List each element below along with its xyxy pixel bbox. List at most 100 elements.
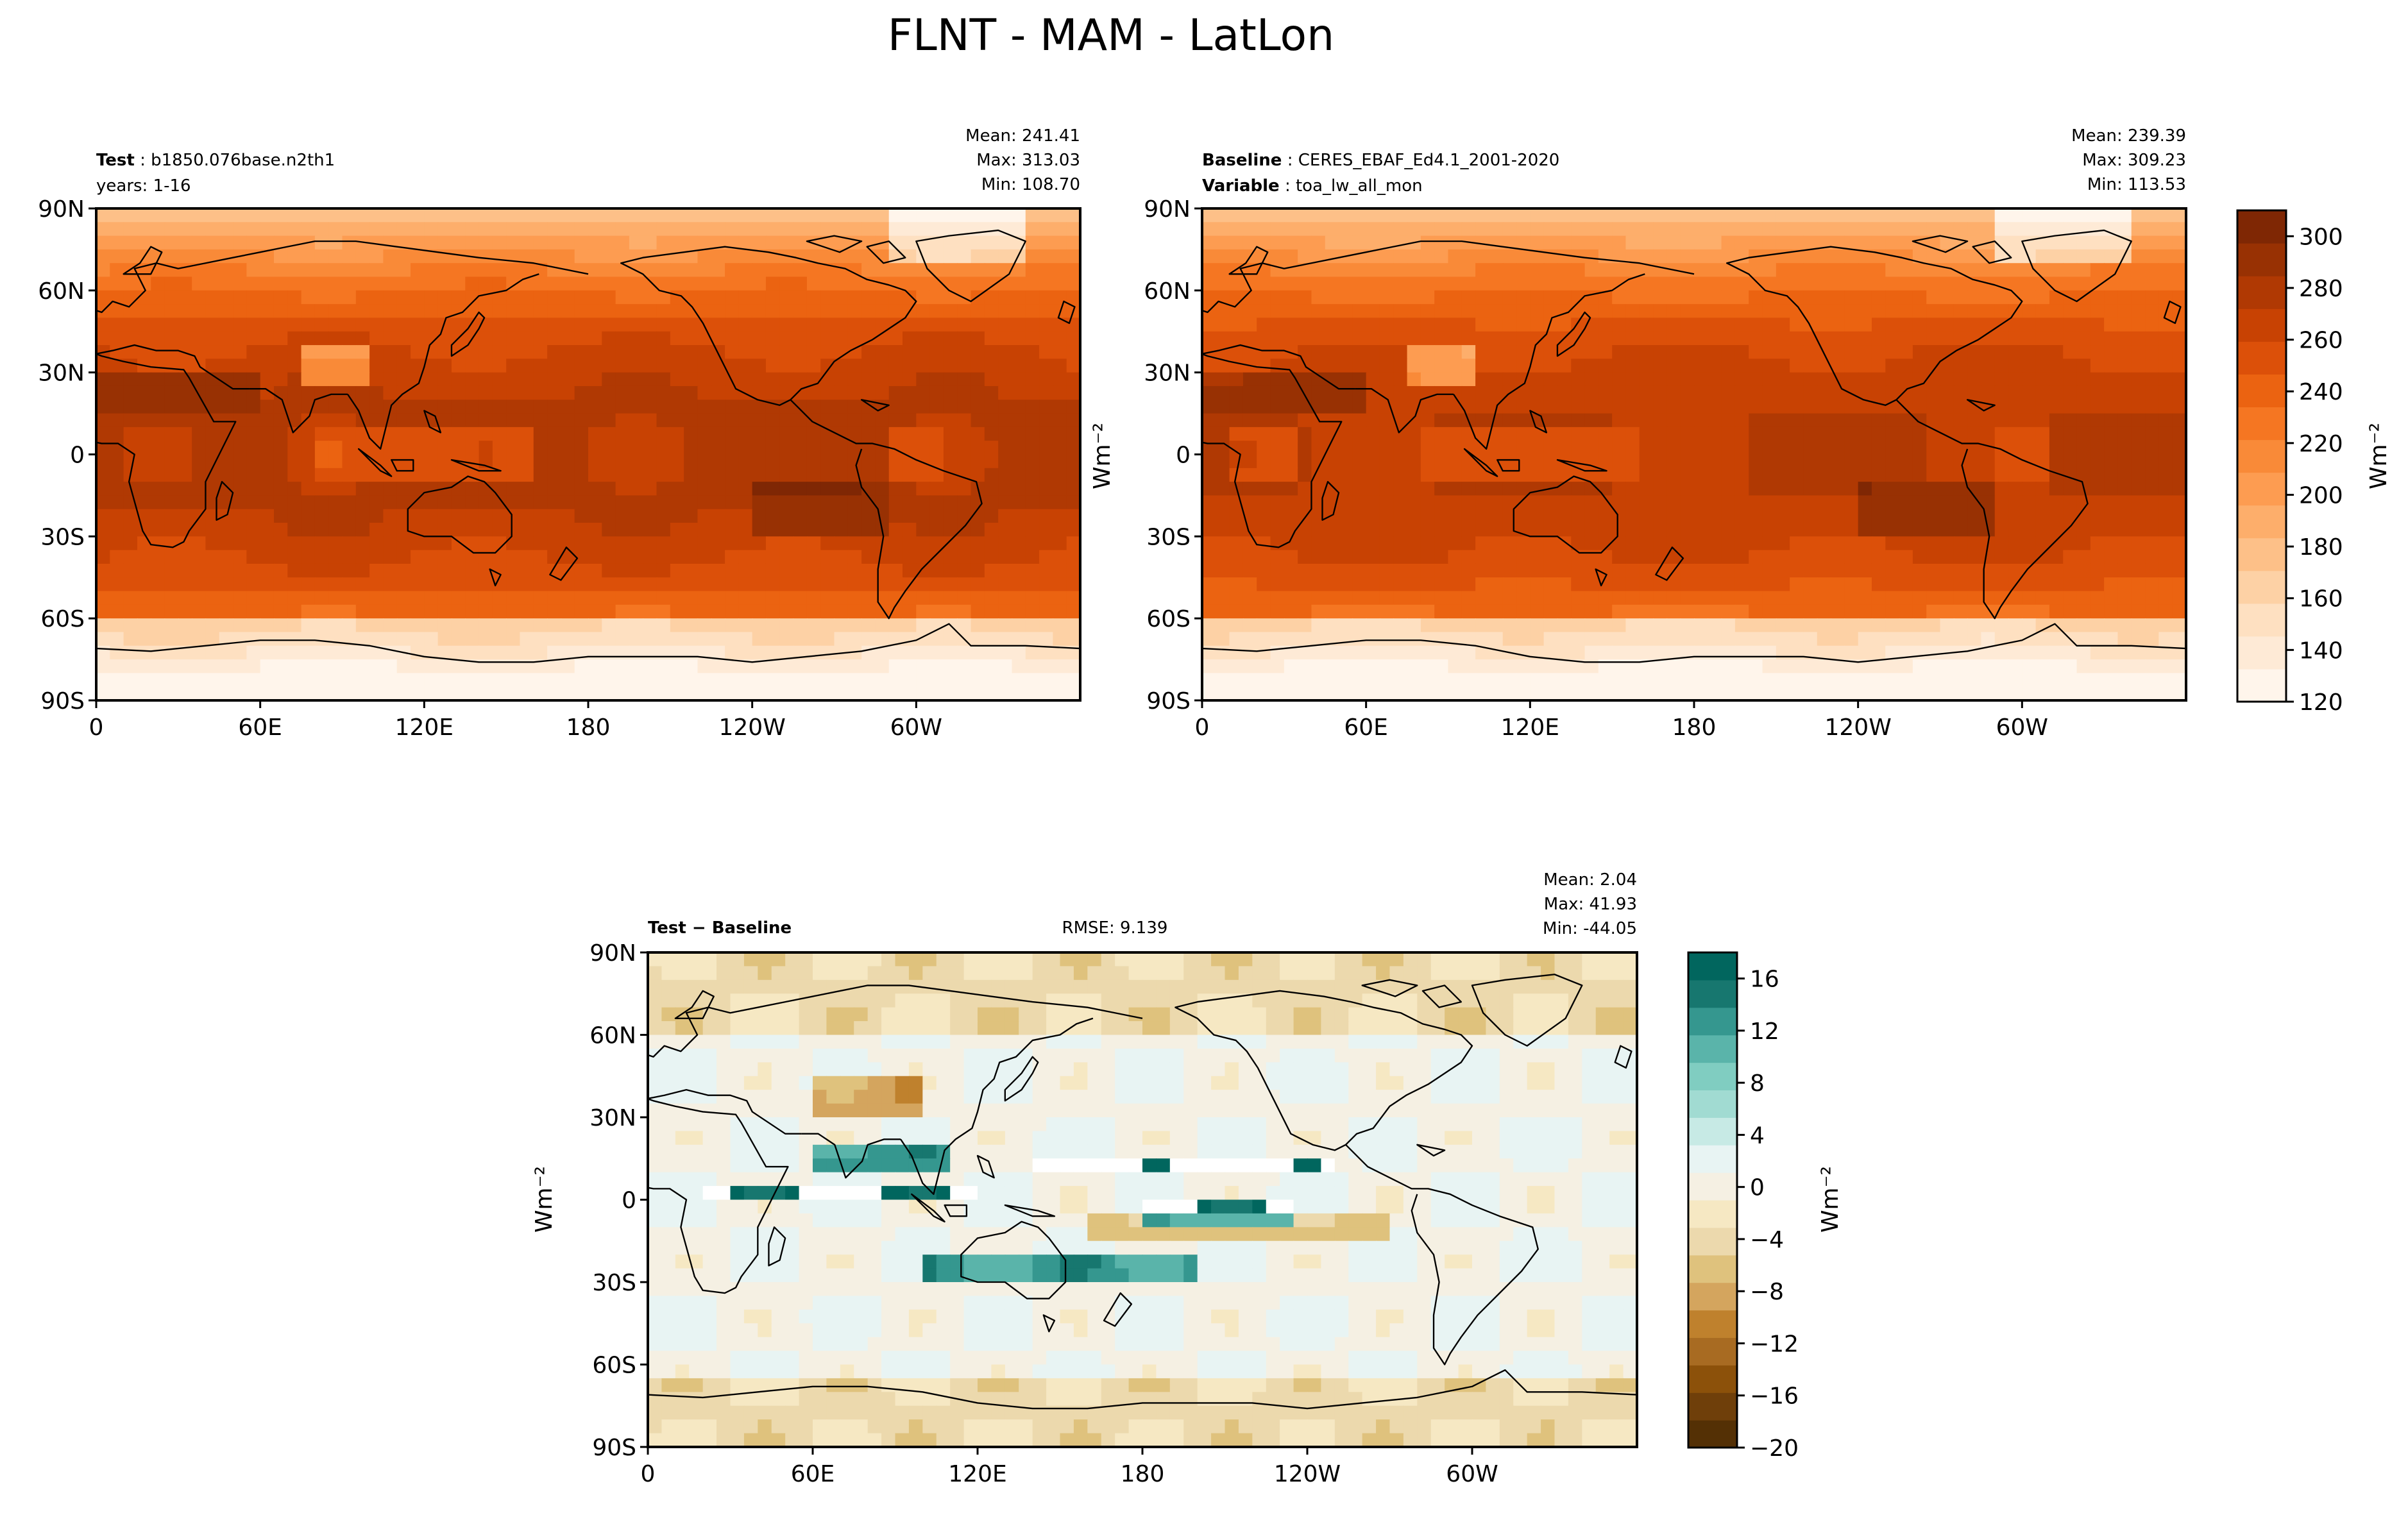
field-cell — [711, 427, 725, 441]
field-cell — [1885, 495, 1899, 509]
field-cell — [287, 236, 301, 250]
field-cell — [903, 468, 917, 482]
field-cell — [1708, 550, 1722, 564]
field-cell — [1790, 441, 1804, 455]
field-cell — [219, 577, 233, 591]
field-cell — [1722, 523, 1736, 537]
field-cell — [725, 208, 739, 223]
field-cell — [1067, 345, 1081, 359]
field-cell — [1653, 427, 1667, 441]
field-cell — [1708, 618, 1722, 632]
field-cell — [1858, 482, 1872, 496]
field-cell — [205, 687, 219, 701]
field-cell — [1872, 455, 1886, 469]
field-cell — [1954, 591, 1968, 605]
field-cell — [588, 564, 602, 578]
field-cell — [534, 632, 548, 646]
field-cell — [1722, 373, 1736, 387]
field-cell — [575, 577, 589, 591]
field-cell — [1844, 304, 1858, 318]
field-cell — [1899, 509, 1913, 523]
field-cell — [1803, 208, 1817, 223]
field-cell — [383, 509, 397, 523]
field-cell — [1257, 646, 1271, 660]
field-cell — [1257, 591, 1271, 605]
field-cell — [725, 673, 739, 687]
field-cell — [1831, 564, 1845, 578]
field-cell — [1708, 495, 1722, 509]
field-cell — [1763, 373, 1777, 387]
field-cell — [998, 605, 1012, 619]
field-cell — [547, 236, 561, 250]
field-cell — [178, 317, 192, 332]
field-cell — [1216, 236, 1230, 250]
field-cell — [1681, 509, 1695, 523]
field-cell — [1311, 208, 1325, 223]
field-cell — [424, 495, 438, 509]
field-cell — [1735, 373, 1749, 387]
field-cell — [561, 332, 575, 346]
field-cell — [1298, 550, 1312, 564]
field-cell — [1339, 646, 1353, 660]
field-cell — [110, 646, 124, 660]
field-cell — [903, 414, 917, 428]
field-cell — [1858, 291, 1872, 305]
field-cell — [985, 495, 999, 509]
field-cell — [246, 291, 260, 305]
field-cell — [985, 236, 999, 250]
field-cell — [397, 618, 411, 632]
field-cell — [1298, 455, 1312, 469]
field-cell — [779, 536, 793, 550]
field-cell — [1557, 577, 1572, 591]
field-cell — [643, 646, 657, 660]
field-cell — [2145, 618, 2159, 632]
field-cell — [848, 291, 862, 305]
field-cell — [506, 304, 520, 318]
field-cell — [1681, 427, 1695, 441]
field-cell — [547, 291, 561, 305]
field-cell — [930, 359, 944, 373]
field-cell — [697, 564, 711, 578]
field-cell — [1039, 468, 1053, 482]
field-cell — [1585, 523, 1599, 537]
field-cell — [1393, 618, 1407, 632]
field-cell — [1530, 208, 1544, 223]
field-cell — [1325, 400, 1339, 414]
field-cell — [916, 673, 930, 687]
field-cell — [2022, 208, 2036, 223]
field-cell — [1722, 263, 1736, 277]
field-cell — [998, 495, 1012, 509]
field-cell — [1421, 482, 1435, 496]
field-cell — [1557, 468, 1572, 482]
field-cell — [438, 414, 452, 428]
field-cell — [1735, 304, 1749, 318]
field-cell — [1885, 455, 1899, 469]
field-cell — [998, 441, 1012, 455]
field-cell — [1666, 414, 1681, 428]
field-cell — [110, 659, 124, 673]
field-cell — [520, 441, 534, 455]
field-cell — [1325, 332, 1339, 346]
field-cell — [2145, 291, 2159, 305]
field-cell — [1462, 482, 1476, 496]
field-cell — [1380, 495, 1394, 509]
field-cell — [383, 291, 397, 305]
field-cell — [1995, 468, 2009, 482]
field-cell — [1067, 317, 1081, 332]
field-cell — [1448, 536, 1463, 550]
field-cell — [1053, 359, 1067, 373]
field-cell — [219, 222, 233, 236]
field-cell — [1448, 400, 1463, 414]
field-cell — [561, 222, 575, 236]
field-cell — [889, 414, 903, 428]
field-cell — [889, 659, 903, 673]
field-cell — [1913, 591, 1927, 605]
field-cell — [670, 386, 684, 400]
field-cell — [110, 304, 124, 318]
field-cell — [903, 236, 917, 250]
field-cell — [1516, 577, 1530, 591]
field-cell — [670, 659, 684, 673]
field-cell — [971, 564, 985, 578]
field-cell — [998, 646, 1012, 660]
field-cell — [1448, 373, 1463, 387]
